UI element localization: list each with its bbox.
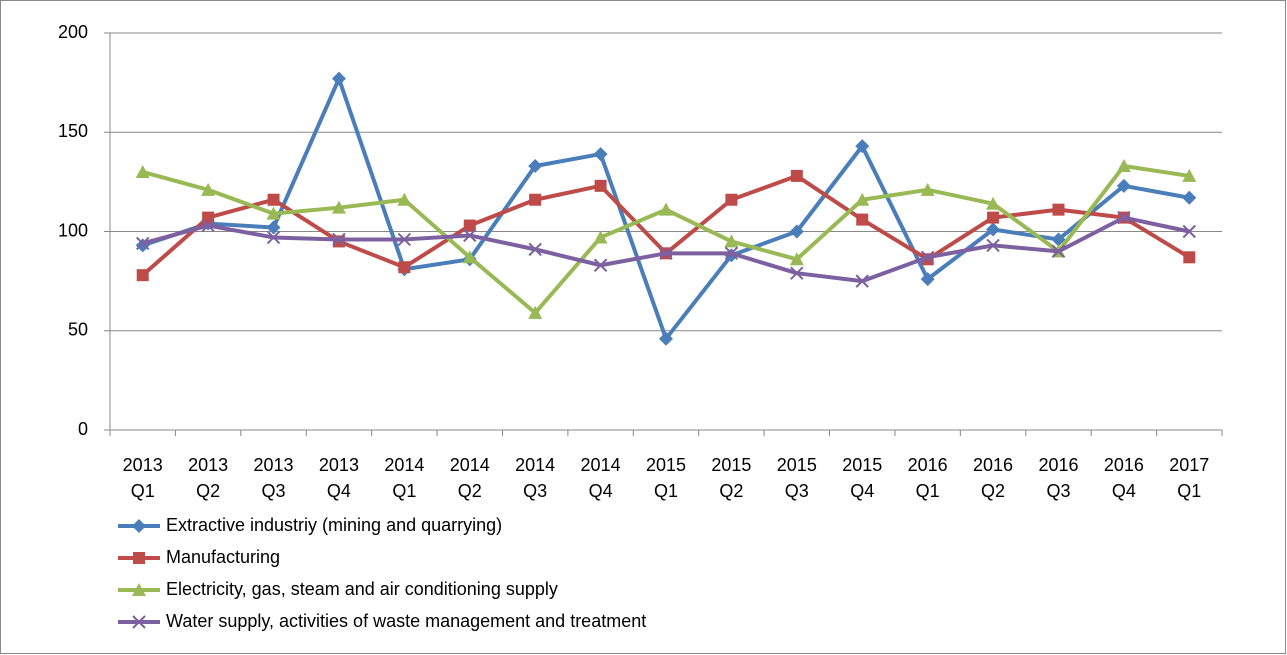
marker bbox=[528, 158, 543, 173]
x-tick-label: 2013 Q1 bbox=[122, 455, 163, 501]
x-tick-label: 2014 Q4 bbox=[580, 455, 621, 501]
marker bbox=[397, 232, 412, 247]
marker bbox=[855, 274, 869, 288]
y-tick-label: 50 bbox=[68, 320, 88, 340]
marker bbox=[920, 250, 935, 265]
marker bbox=[133, 552, 145, 564]
marker bbox=[593, 230, 608, 244]
x-tick-label: 2015 Q2 bbox=[711, 455, 752, 501]
x-tick-label: 2015 Q4 bbox=[842, 455, 883, 501]
marker bbox=[1182, 190, 1197, 205]
legend-label: Electricity, gas, steam and air conditio… bbox=[166, 579, 558, 599]
marker bbox=[1051, 244, 1066, 259]
marker bbox=[267, 193, 280, 206]
marker bbox=[135, 236, 150, 251]
y-tick-label: 200 bbox=[58, 22, 88, 42]
marker bbox=[593, 258, 608, 272]
y-tick-label: 100 bbox=[58, 220, 88, 240]
marker bbox=[725, 193, 738, 206]
marker bbox=[1183, 251, 1196, 264]
marker bbox=[593, 147, 608, 162]
marker bbox=[1116, 158, 1131, 172]
marker bbox=[986, 196, 1001, 210]
x-tick-label: 2016 Q3 bbox=[1038, 455, 1079, 501]
marker bbox=[463, 228, 477, 243]
marker bbox=[790, 169, 803, 182]
marker bbox=[724, 234, 739, 248]
marker bbox=[1116, 178, 1131, 193]
y-tick-label: 0 bbox=[78, 419, 88, 439]
marker bbox=[659, 331, 673, 346]
marker bbox=[1052, 203, 1065, 216]
x-tick-label: 2014 Q1 bbox=[384, 455, 425, 501]
marker bbox=[397, 192, 412, 206]
x-tick-label: 2017 Q1 bbox=[1169, 455, 1210, 501]
marker bbox=[790, 266, 804, 280]
marker bbox=[331, 200, 346, 214]
marker bbox=[986, 222, 1001, 237]
marker bbox=[987, 211, 1000, 224]
marker bbox=[135, 164, 150, 178]
marker bbox=[789, 252, 804, 266]
marker bbox=[1051, 232, 1066, 247]
x-tick-label: 2015 Q1 bbox=[645, 455, 687, 501]
marker bbox=[855, 192, 870, 206]
marker bbox=[528, 305, 543, 319]
legend-label: Extractive industriy (mining and quarryi… bbox=[166, 515, 502, 535]
x-tick-label: 2016 Q1 bbox=[907, 455, 948, 501]
x-tick-label: 2016 Q2 bbox=[973, 455, 1014, 501]
x-tick-label: 2013 Q2 bbox=[188, 455, 229, 501]
marker bbox=[463, 219, 476, 232]
marker bbox=[594, 179, 607, 192]
marker bbox=[132, 615, 146, 629]
marker bbox=[1117, 210, 1131, 225]
marker bbox=[856, 213, 869, 226]
x-tick-label: 2013 Q4 bbox=[318, 455, 359, 501]
legend-label: Manufacturing bbox=[166, 547, 280, 567]
x-tick-label: 2015 Q3 bbox=[776, 455, 817, 501]
marker bbox=[132, 583, 146, 596]
marker bbox=[529, 193, 542, 206]
marker bbox=[266, 220, 281, 235]
marker bbox=[659, 246, 673, 261]
marker bbox=[1182, 224, 1196, 239]
marker bbox=[332, 232, 346, 247]
marker bbox=[266, 230, 281, 245]
marker bbox=[331, 71, 346, 86]
marker bbox=[920, 182, 935, 196]
x-tick-label: 2013 Q3 bbox=[253, 455, 294, 501]
marker bbox=[136, 269, 149, 282]
marker bbox=[202, 211, 215, 224]
y-tick-label: 150 bbox=[58, 121, 88, 141]
marker bbox=[462, 250, 477, 264]
marker bbox=[528, 242, 542, 257]
marker bbox=[266, 206, 281, 220]
marker bbox=[986, 238, 1000, 253]
marker bbox=[201, 218, 215, 233]
marker bbox=[132, 519, 146, 533]
marker bbox=[398, 261, 411, 274]
marker bbox=[789, 224, 804, 239]
marker bbox=[855, 139, 870, 154]
x-tick-label: 2014 Q3 bbox=[515, 455, 556, 501]
legend-label: Water supply, activities of waste manage… bbox=[166, 611, 646, 631]
marker bbox=[724, 246, 739, 261]
marker bbox=[659, 202, 673, 216]
x-tick-label: 2014 Q2 bbox=[449, 455, 490, 501]
marker bbox=[920, 272, 935, 287]
marker bbox=[201, 182, 216, 196]
x-tick-label: 2016 Q4 bbox=[1103, 455, 1144, 501]
marker bbox=[1182, 168, 1197, 182]
